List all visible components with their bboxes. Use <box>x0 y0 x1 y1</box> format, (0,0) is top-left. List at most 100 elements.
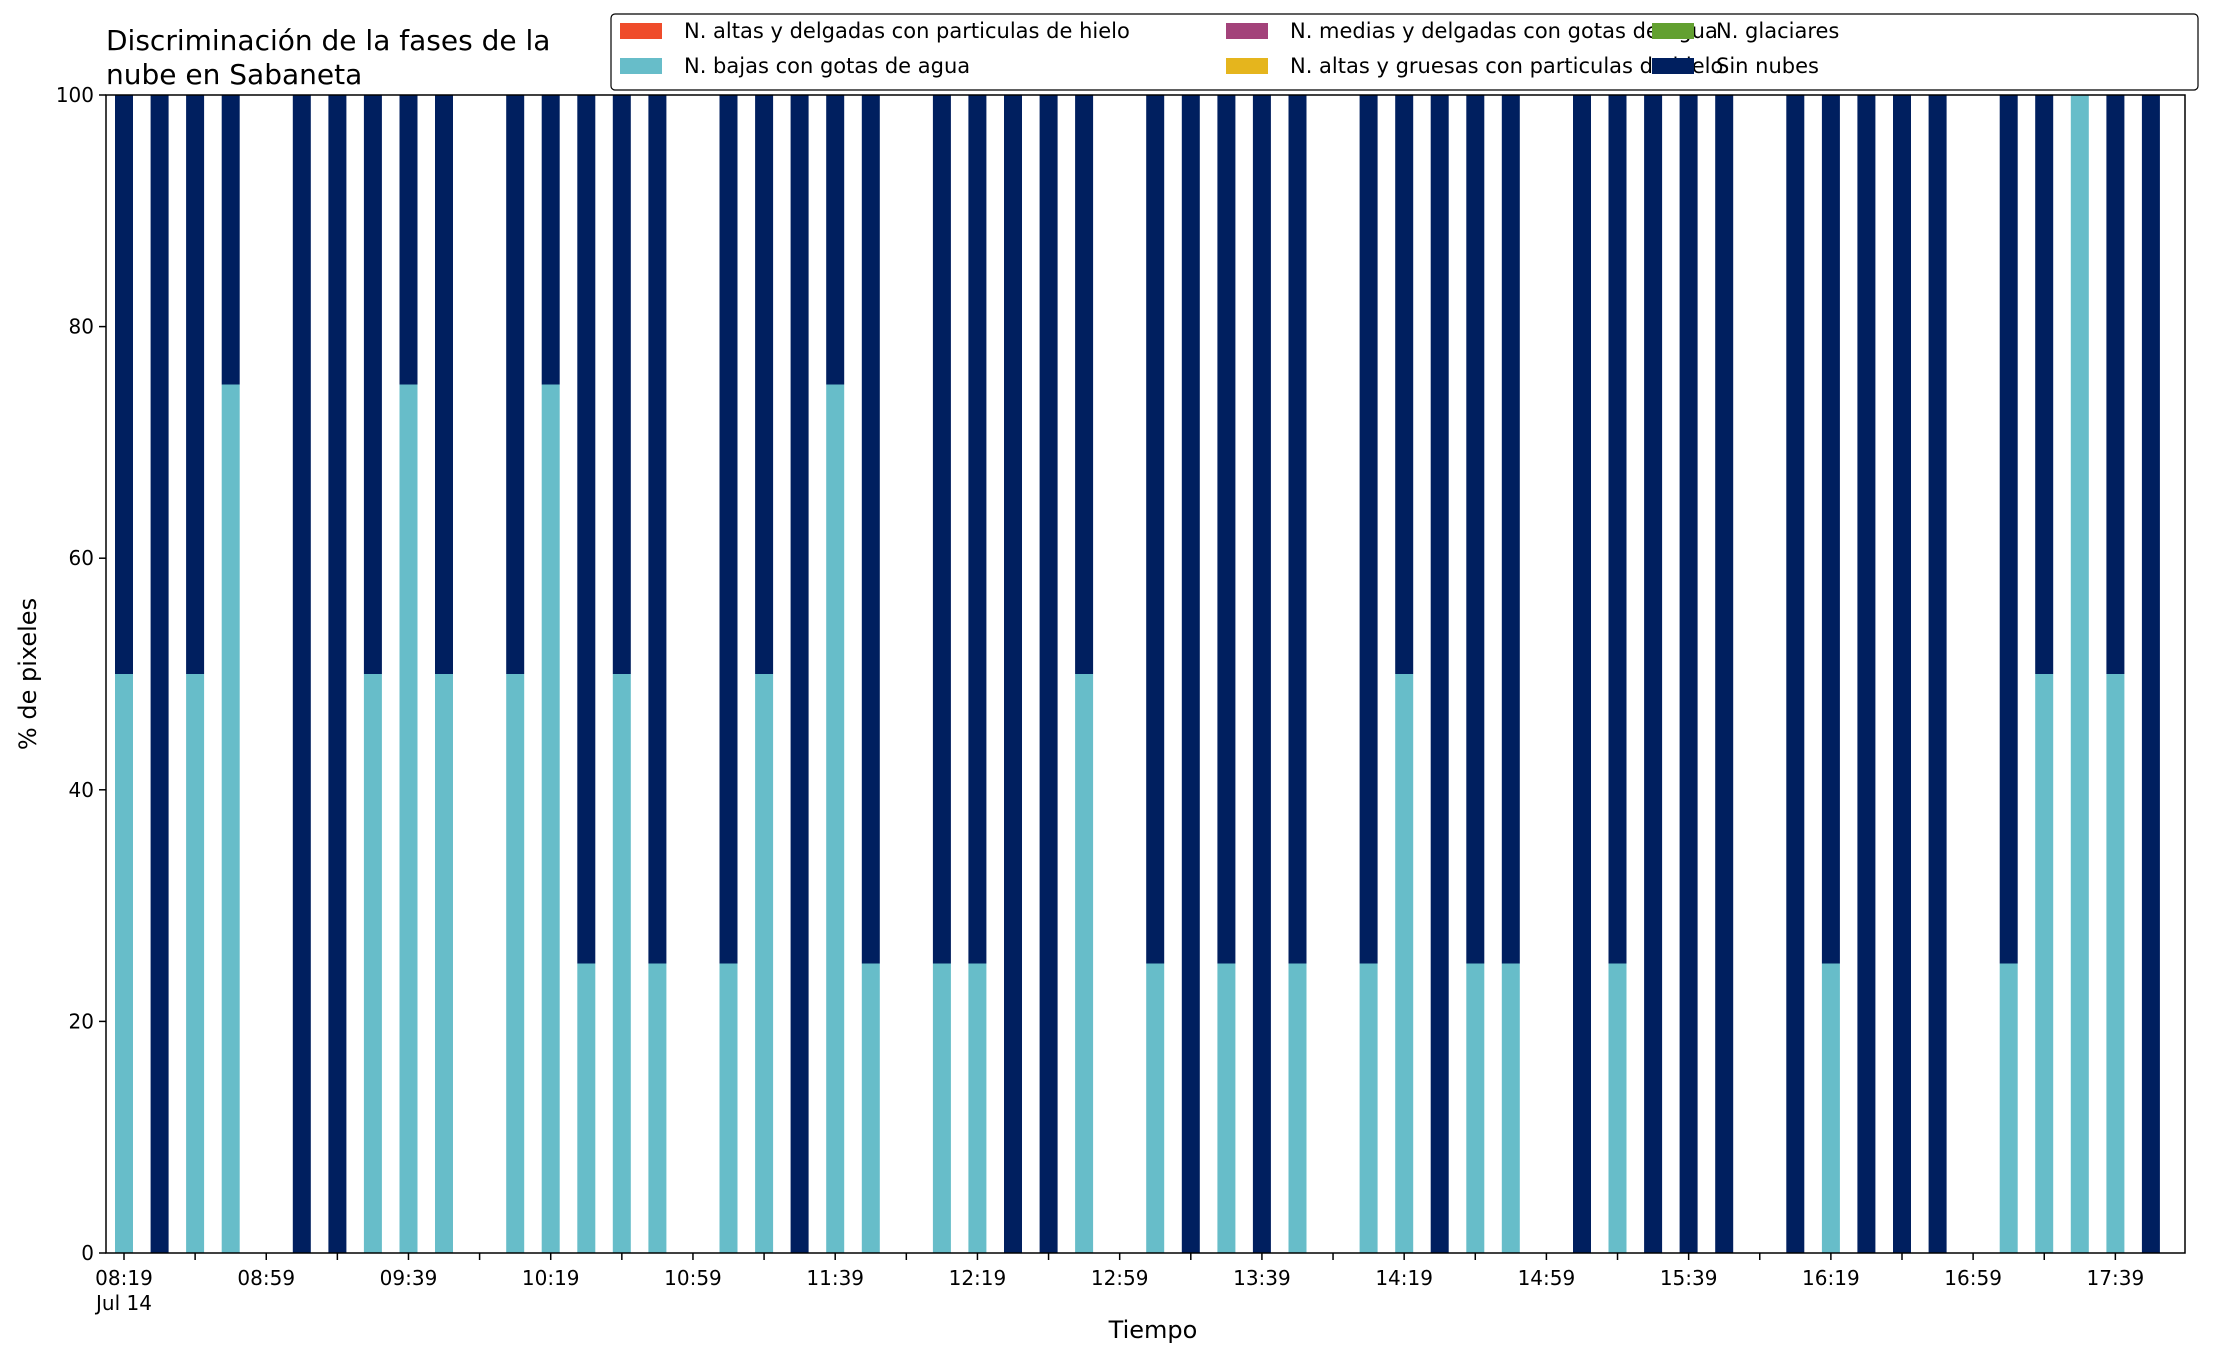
bar-segment <box>1715 95 1734 1253</box>
bar-segment <box>1288 95 1307 964</box>
chart-title-line-2: nube en Sabaneta <box>106 58 362 91</box>
y-tick-label: 60 <box>69 546 94 570</box>
legend-label: N. glaciares <box>1716 19 1839 43</box>
bar-segment <box>612 674 631 1253</box>
bar-segment <box>1466 95 1485 964</box>
bar-segment <box>399 384 418 1253</box>
bar-segment <box>150 95 169 1253</box>
bar-segment <box>399 95 418 385</box>
bar-segment <box>1573 95 1591 1253</box>
bar-segment <box>1430 95 1449 1253</box>
plot-frame <box>105 94 2186 1254</box>
x-tick-label: 12:59 <box>1091 1266 1149 1290</box>
x-tick-label: 10:19 <box>522 1266 580 1290</box>
bar-segment <box>648 95 667 964</box>
bar-segment <box>968 963 987 1253</box>
y-tick-label: 80 <box>69 315 94 339</box>
x-tick-label: 14:59 <box>1518 1266 1576 1290</box>
bar-segment <box>1075 674 1094 1253</box>
bar-segment <box>115 95 133 674</box>
x-tick-label: 16:59 <box>1944 1266 2002 1290</box>
bar-segment <box>541 95 560 385</box>
bar-segment <box>1608 963 1627 1253</box>
bar-segment <box>755 95 774 674</box>
bar-segment <box>1821 963 1840 1253</box>
bar-segment <box>1252 95 1271 1253</box>
bar-segment <box>1857 95 1876 1253</box>
chart-title-line-1: Discriminación de la fases de la <box>106 24 550 57</box>
y-tick-label: 0 <box>81 1241 94 1265</box>
bar-segment <box>1288 963 1307 1253</box>
bar-segment <box>186 674 205 1253</box>
bar-segment <box>1928 95 1947 1253</box>
legend-frame <box>610 13 2199 91</box>
bar-segment <box>1217 963 1236 1253</box>
bar-segment <box>435 674 453 1253</box>
x-axis-label: Tiempo <box>1108 1316 1198 1344</box>
bar-segment <box>1821 95 1840 964</box>
x-tick-label: 17:39 <box>2087 1266 2145 1290</box>
legend-swatch <box>1652 23 1694 39</box>
bar-segment <box>292 95 311 1253</box>
legend-label: N. medias y delgadas con gotas de agua <box>1290 19 1718 43</box>
bar-segment <box>541 384 560 1253</box>
bar-segment <box>221 384 240 1253</box>
bar-segment <box>1679 95 1698 1253</box>
x-tick-label: 15:39 <box>1660 1266 1718 1290</box>
legend-label: N. altas y delgadas con particulas de hi… <box>684 19 1130 43</box>
bar-segment <box>861 963 880 1253</box>
x-tick-label: 13:39 <box>1233 1266 1291 1290</box>
bar-segment <box>1359 95 1378 964</box>
bar-segment <box>861 95 880 964</box>
legend-swatch <box>1652 58 1694 74</box>
legend-swatch <box>1226 23 1268 39</box>
bar-segment <box>577 95 596 964</box>
bar-segment <box>826 384 845 1253</box>
bar-segment <box>435 95 453 674</box>
bar-segment <box>363 674 382 1253</box>
bar-segment <box>1395 95 1414 674</box>
bar-segment <box>1644 95 1663 1253</box>
bar-segment <box>1004 95 1022 1253</box>
bar-segment <box>1359 963 1378 1253</box>
y-tick-label: 100 <box>56 83 94 107</box>
y-tick-label: 20 <box>69 1009 94 1033</box>
bar-segment <box>1146 95 1165 964</box>
bar-segment <box>1217 95 1236 964</box>
bar-segment <box>1999 963 2018 1253</box>
y-tick-label: 40 <box>69 778 94 802</box>
legend-label: Sin nubes <box>1716 54 1819 78</box>
x-tick-label: 16:19 <box>1802 1266 1860 1290</box>
x-tick-label: 10:59 <box>664 1266 722 1290</box>
bar-segment <box>221 95 240 385</box>
legend-label: N. bajas con gotas de agua <box>684 54 970 78</box>
bar-segment <box>932 95 951 964</box>
y-axis: 0 20 40 60 80 100 <box>56 83 106 1265</box>
bar-segment <box>186 95 205 674</box>
bars-layer <box>115 95 2160 1253</box>
bar-segment <box>826 95 845 385</box>
bar-segment <box>719 963 738 1253</box>
bar-segment <box>1395 674 1414 1253</box>
bar-segment <box>115 674 133 1253</box>
x-tick-date-label: Jul 14 <box>94 1291 152 1315</box>
bar-segment <box>1893 95 1911 1253</box>
bar-segment <box>2106 95 2125 674</box>
bar-segment <box>1466 963 1485 1253</box>
bar-segment <box>790 95 809 1253</box>
bar-segment <box>506 95 525 674</box>
bar-segment <box>577 963 596 1253</box>
x-tick-label: 08:59 <box>237 1266 295 1290</box>
bar-segment <box>612 95 631 674</box>
bar-segment <box>2141 95 2160 1253</box>
bar-segment <box>1786 95 1805 1253</box>
legend: N. altas y delgadas con particulas de hi… <box>610 13 2199 91</box>
bar-segment <box>2070 95 2089 1253</box>
legend-swatch <box>1226 58 1268 74</box>
bar-segment <box>1501 95 1520 964</box>
bar-segment <box>932 963 951 1253</box>
x-tick-label: 12:19 <box>949 1266 1007 1290</box>
bar-segment <box>328 95 347 1253</box>
